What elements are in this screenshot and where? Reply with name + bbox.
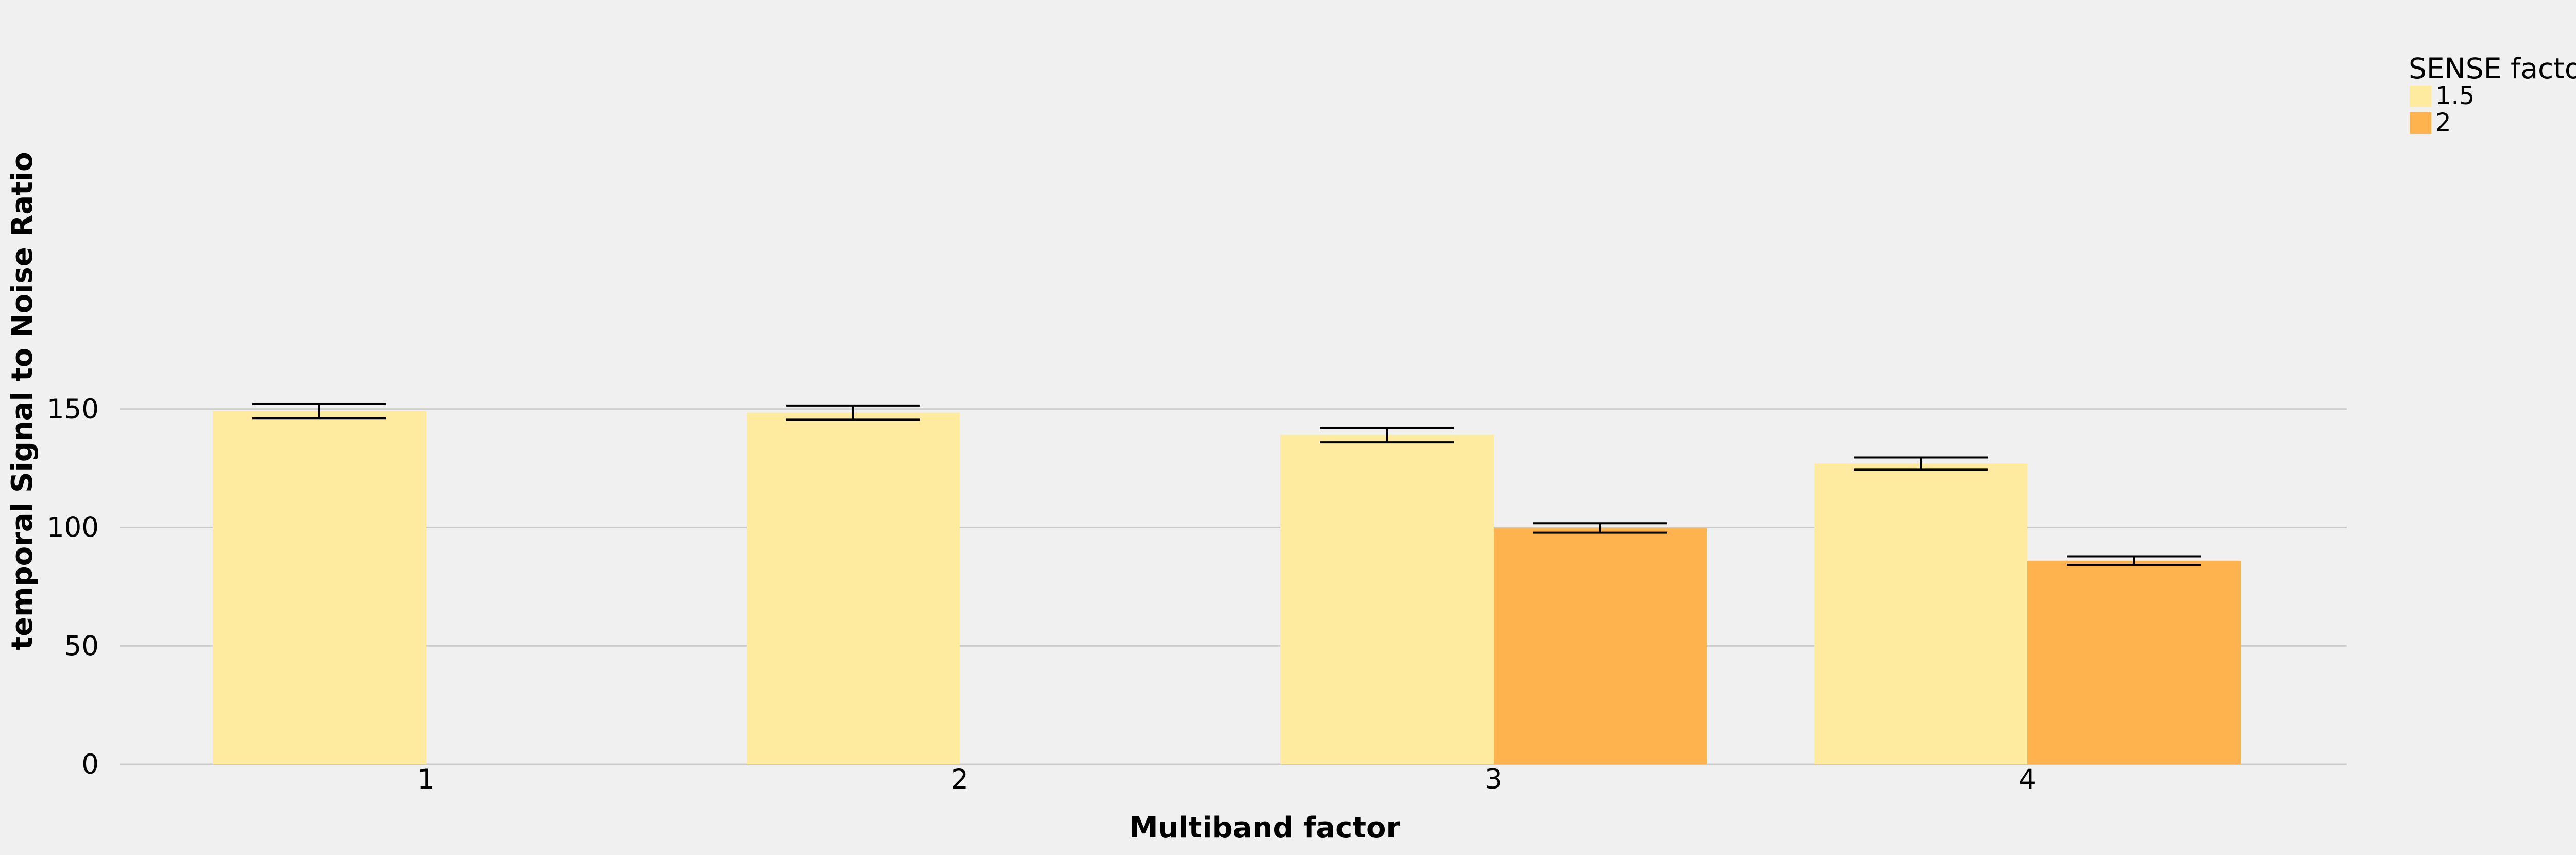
- legend-title: SENSE factor: [2409, 52, 2576, 85]
- legend-label: 1.5: [2435, 81, 2475, 110]
- bar-1-1.5: [213, 411, 426, 764]
- legend-items: 1.52: [2410, 81, 2475, 137]
- bar-4-1.5: [1814, 463, 2027, 764]
- bar-3-1.5: [1280, 435, 1494, 764]
- y-axis-title: temporal Signal to Noise Ratio: [6, 152, 39, 650]
- error-bar-3-1.5: [1320, 427, 1454, 444]
- legend: SENSE factor 1.52: [2409, 52, 2576, 137]
- bars: [213, 411, 2241, 764]
- x-ticks: 1 2 3 4: [417, 764, 2036, 795]
- bar-3-2: [1494, 528, 1707, 764]
- y-tick-label: 150: [47, 394, 99, 425]
- error-bar-3-2: [1533, 522, 1667, 534]
- legend-item-1.5: 1.5: [2410, 81, 2475, 110]
- error-bars: [252, 403, 2201, 566]
- x-tick-label: 4: [2019, 764, 2036, 795]
- x-tick-label: 3: [1485, 764, 1502, 795]
- error-bar-1-1.5: [252, 403, 386, 420]
- legend-swatch: [2410, 112, 2431, 134]
- bar-2-1.5: [747, 412, 960, 764]
- legend-label: 2: [2435, 108, 2451, 137]
- x-tick-label: 2: [951, 764, 969, 795]
- legend-swatch: [2410, 86, 2431, 107]
- x-tick-label: 1: [417, 764, 435, 795]
- legend-item-2: 2: [2410, 108, 2451, 137]
- x-axis-title: Multiband factor: [1129, 811, 1401, 845]
- bar-4-2: [2027, 560, 2241, 764]
- y-ticks: 0 50 100 150: [47, 394, 99, 780]
- error-bar-4-2: [2067, 555, 2201, 566]
- y-tick-label: 100: [47, 512, 99, 544]
- y-tick-label: 0: [81, 749, 99, 780]
- error-bar-2-1.5: [786, 404, 920, 421]
- y-tick-label: 50: [64, 630, 99, 662]
- error-bar-4-1.5: [1854, 456, 1988, 471]
